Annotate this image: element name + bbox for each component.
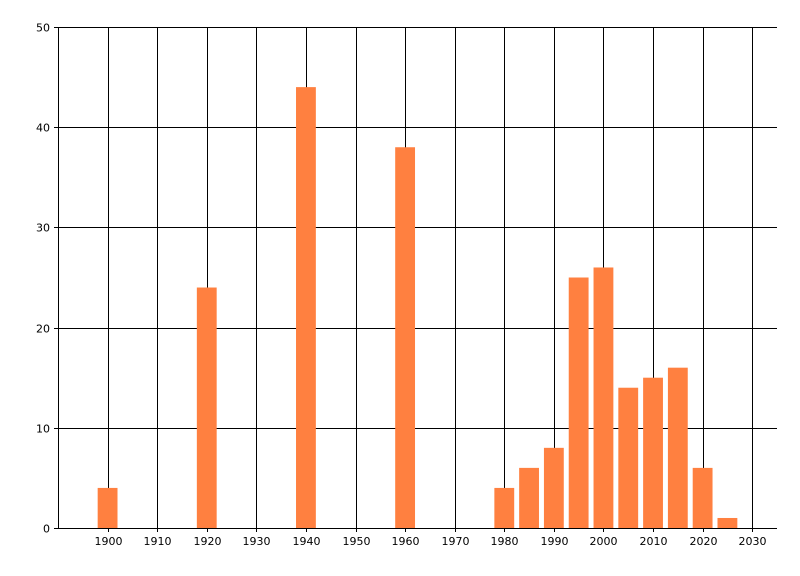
x-tick-label: 1940 xyxy=(293,535,321,548)
bar-2005 xyxy=(618,387,639,528)
y-tick-label: 10 xyxy=(36,423,50,436)
bar-1990 xyxy=(543,447,564,528)
bar-1980 xyxy=(494,487,515,528)
bar-2015 xyxy=(667,367,688,528)
x-tick-label: 1980 xyxy=(491,535,519,548)
bar-1960 xyxy=(395,147,416,529)
bar-1985 xyxy=(519,467,539,528)
bar-2000 xyxy=(593,267,614,528)
x-tick-label: 1950 xyxy=(343,535,371,548)
x-tick-label: 2000 xyxy=(590,535,618,548)
x-tick-label: 1960 xyxy=(392,535,420,548)
bar-2025 xyxy=(717,517,738,528)
y-tick-label: 40 xyxy=(36,122,50,135)
x-tick-label: 1920 xyxy=(194,535,222,548)
bars xyxy=(97,87,738,529)
y-tick-labels: 0 10 20 30 40 50 xyxy=(36,22,50,536)
x-tick-label: 1910 xyxy=(144,535,172,548)
axes xyxy=(58,27,777,529)
x-tick-label: 2030 xyxy=(739,535,767,548)
y-tick-label: 30 xyxy=(36,222,50,235)
x-tick-labels: 1900 1910 1920 1930 1940 1950 1960 1970 1980 1990… xyxy=(95,535,767,548)
y-tick-label: 50 xyxy=(36,22,50,35)
bar-1995 xyxy=(568,277,589,528)
bar-1920 xyxy=(196,287,217,528)
bar-1900 xyxy=(97,487,118,528)
y-tick-label: 20 xyxy=(36,323,50,336)
y-tick-label: 0 xyxy=(43,523,50,536)
bar-2010 xyxy=(643,377,663,528)
x-tick-label: 2020 xyxy=(690,535,718,548)
x-tick-label: 1900 xyxy=(95,535,123,548)
bar-2020 xyxy=(692,467,713,528)
bar-1940 xyxy=(296,87,316,529)
x-tick-label: 2010 xyxy=(640,535,668,548)
x-tick-label: 1930 xyxy=(243,535,271,548)
x-tick-label: 1990 xyxy=(541,535,569,548)
x-tick-label: 1970 xyxy=(442,535,470,548)
